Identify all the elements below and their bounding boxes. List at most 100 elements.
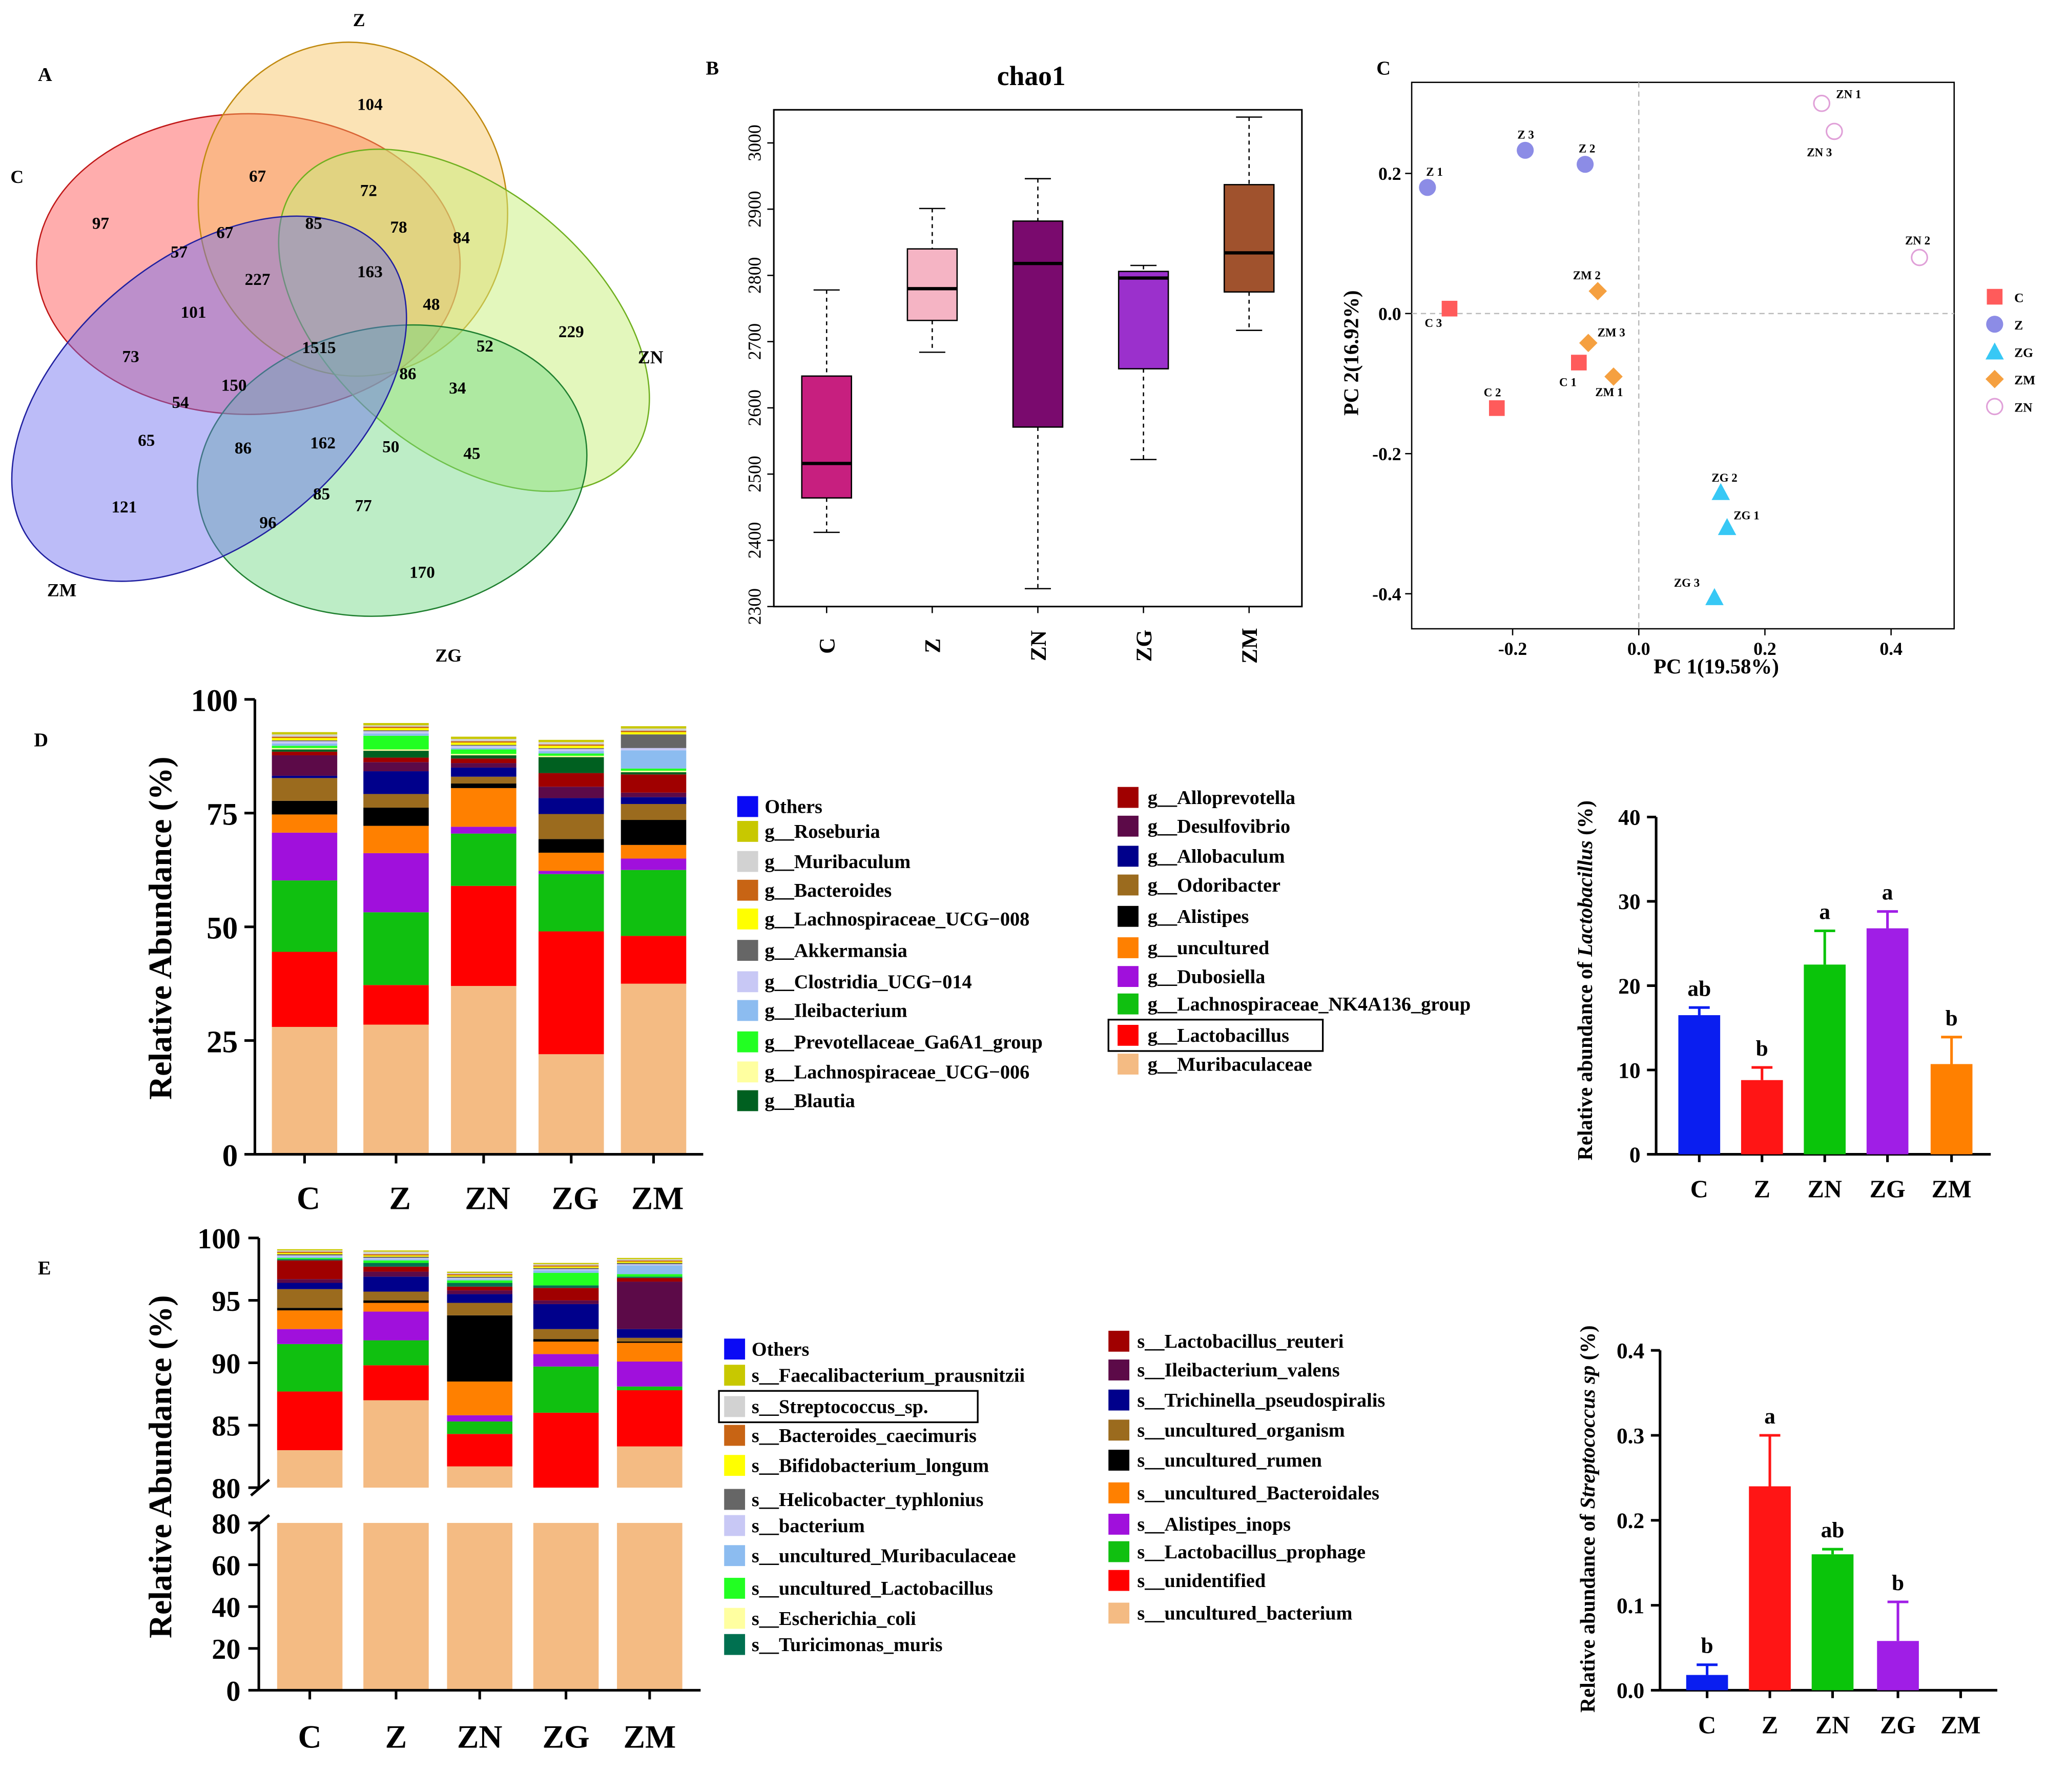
- x-tick-label: ZG: [543, 1719, 590, 1755]
- legend-swatch: [724, 1489, 746, 1510]
- stack-segment: [277, 1310, 343, 1329]
- stack-segment: [539, 751, 604, 754]
- venn-count: 96: [259, 513, 276, 532]
- venn-label-c: C: [10, 167, 24, 187]
- venn-count: 67: [249, 167, 266, 186]
- stack-segment: [539, 874, 604, 932]
- legend-label: s__Turicimonas_muris: [752, 1634, 943, 1656]
- stack-segment: [272, 736, 338, 738]
- strep-bar-marks: 0.0 0.1 0.2 0.3 0.4 b Ca Zab ZN b ZG ZM: [1617, 1338, 1997, 1739]
- box: [801, 375, 852, 499]
- x-tick-label: ZM: [1932, 1176, 1972, 1203]
- legend-label: ZG: [2014, 345, 2033, 360]
- bar: [1678, 1015, 1721, 1155]
- bar: [1930, 1064, 1973, 1155]
- stack-segment: [621, 726, 687, 729]
- stack-segment: [447, 1294, 512, 1303]
- stack-segment: [451, 885, 516, 986]
- stack-segment: [277, 1308, 343, 1311]
- legend-swatch: [1108, 1330, 1130, 1352]
- y-tick-label: 0.2: [1378, 163, 1401, 184]
- legend-swatch: [1108, 1514, 1130, 1535]
- stack-segment: [447, 1434, 512, 1467]
- stack-segment: [621, 728, 687, 731]
- stack-segment: [617, 1342, 683, 1343]
- stack-segment: [539, 839, 604, 853]
- lacto-ylabel-suffix: (%): [1574, 800, 1597, 840]
- stack-segment: [272, 749, 338, 752]
- stack-segment: [621, 732, 687, 735]
- stack-segment: [277, 1391, 343, 1450]
- pca-point: [1718, 518, 1737, 535]
- y-tick-label: 2800: [745, 257, 765, 294]
- stack-segment: [363, 1365, 429, 1400]
- venn-count: 85: [305, 214, 322, 233]
- stack-segment: [447, 1279, 512, 1281]
- stack-segment: [451, 741, 516, 743]
- legend-label: g__Odoribacter: [1148, 875, 1280, 896]
- stack-segment: [533, 1285, 599, 1288]
- stack-segment: [363, 1522, 429, 1691]
- stack-segment: [533, 1273, 599, 1286]
- axis-break: [250, 1514, 271, 1532]
- x-tick-label: ZG: [1880, 1712, 1916, 1739]
- venn-counts: 104 67 72 97 85 78 84 57 67 227 163 48 229 101 1515 52 7…: [92, 95, 584, 582]
- legend-label: g__Prevotellaceae_Ga6A1_group: [764, 1032, 1043, 1053]
- stack-segment: [451, 827, 516, 834]
- box: [1223, 184, 1275, 293]
- genus-legend: Others g__Roseburia g__Muribaculum g__Bacte…: [737, 787, 1471, 1112]
- stack-segment: [451, 776, 516, 784]
- stack-segment: [451, 745, 516, 746]
- stack-segment: [363, 1255, 429, 1257]
- stack-segment: [621, 731, 687, 732]
- bar: [1866, 928, 1909, 1155]
- y-tick-label: 30: [1618, 890, 1640, 914]
- legend-swatch: [737, 1031, 758, 1053]
- y-tick-label: 20: [212, 1634, 240, 1665]
- stack-segment: [451, 986, 516, 1155]
- stack-segment: [533, 1354, 599, 1367]
- stack-segment: [277, 1279, 343, 1283]
- legend-label: g__Blautia: [764, 1090, 855, 1112]
- stack-segment: [272, 1026, 338, 1155]
- stack-segment: [617, 1329, 683, 1338]
- legend-label: s__Bifidobacterium_longum: [752, 1455, 989, 1476]
- boxplot-title: chao1: [997, 60, 1066, 91]
- pca-point-label: ZM 2: [1573, 269, 1601, 282]
- bar: [1749, 1486, 1791, 1691]
- lacto-ylabel-prefix: Relative abundance of: [1574, 957, 1597, 1161]
- y-tick-label: 80: [212, 1473, 240, 1505]
- stack-segment: [451, 784, 516, 788]
- panel-label-b: B: [706, 57, 719, 79]
- legend-label: s__uncultured_bacterium: [1137, 1603, 1352, 1624]
- stack-segment: [272, 952, 338, 1027]
- strep-ylabel-prefix: Relative abundance of: [1576, 1509, 1599, 1713]
- stack-segment: [617, 1276, 683, 1278]
- stack-segment: [539, 871, 604, 874]
- bar: [1686, 1675, 1728, 1691]
- stack-segment: [621, 844, 687, 859]
- venn-label-zm: ZM: [47, 580, 77, 600]
- legend-swatch: [724, 1396, 746, 1417]
- venn-diagram: Z C ZN ZM ZG 104 67 72 97 85 78 84 57 67 227 163 48…: [10, 10, 664, 666]
- stack-segment: [533, 1366, 599, 1413]
- stack-segment: [277, 1257, 343, 1258]
- stack-segment: [363, 1259, 429, 1261]
- species-legend-highlight: [718, 1390, 979, 1424]
- stack-segment: [621, 771, 687, 772]
- y-tick-label: 0.0: [1378, 304, 1401, 324]
- legend-swatch: [1108, 1482, 1130, 1503]
- axis-break: [250, 1478, 271, 1497]
- stack-segment: [277, 1450, 343, 1488]
- stack-segment: [272, 743, 338, 746]
- stack-segment: [617, 1265, 683, 1274]
- lacto-bar-marks: 0 10 20 30 40 ab Cb Za ZN a ZG b ZM: [1618, 806, 1991, 1203]
- stack-segment: [277, 1260, 343, 1280]
- stack-segment: [451, 833, 516, 886]
- stack-segment: [272, 832, 338, 881]
- venn-count: 86: [235, 439, 252, 458]
- legend-label: s__Faecalibacterium_prausnitzii: [752, 1365, 1025, 1386]
- strep-ylabel-italic: Streptococcus sp: [1576, 1366, 1599, 1509]
- venn-label-zn: ZN: [638, 347, 664, 367]
- stack-segment: [277, 1254, 343, 1255]
